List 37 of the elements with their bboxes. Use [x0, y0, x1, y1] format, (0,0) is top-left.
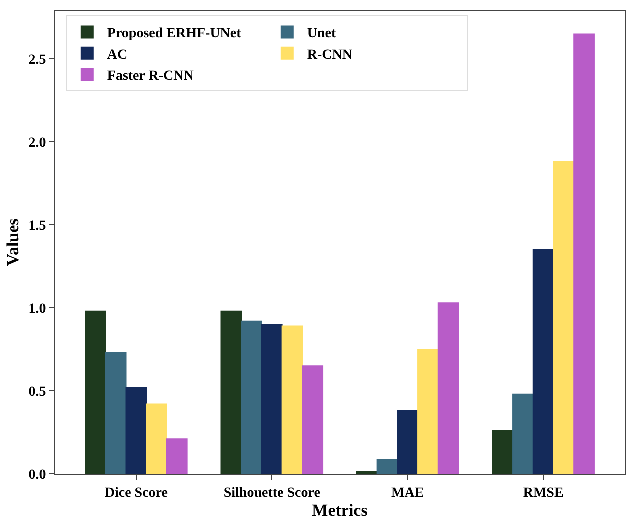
y-tick-label: 0.0: [28, 468, 46, 483]
bar: [418, 349, 439, 474]
y-tick-label: 0.5: [28, 384, 46, 400]
bar: [492, 430, 514, 474]
y-tick-label: 2.0: [28, 136, 46, 151]
bar: [282, 326, 304, 474]
bar: [146, 404, 168, 474]
x-tick-label: RMSE: [523, 486, 564, 501]
legend-label: R-CNN: [307, 48, 353, 63]
bar: [397, 410, 419, 474]
bar: [220, 310, 242, 474]
bar: [105, 352, 127, 474]
x-tick-label: Dice Score: [104, 486, 168, 501]
bar: [438, 302, 460, 474]
bar: [553, 162, 575, 474]
bar: [356, 471, 378, 474]
bar: [126, 387, 148, 474]
bar: [85, 310, 106, 474]
bar: [166, 438, 188, 474]
x-tick-label: Silhouette Score: [224, 486, 320, 501]
bar: [532, 249, 554, 474]
bar: [302, 366, 324, 474]
x-axis-title: Metrics: [312, 500, 368, 520]
legend-label: Proposed ERHF-UNet: [107, 26, 242, 42]
y-tick-label: 1.0: [28, 302, 46, 317]
bar: [376, 459, 398, 474]
legend-label: Faster R-CNN: [107, 69, 194, 84]
y-axis-title: Values: [3, 218, 22, 266]
y-tick-label: 2.5: [28, 53, 46, 68]
y-tick-label: 1.5: [28, 218, 46, 234]
bar: [574, 34, 595, 474]
bar: [512, 394, 534, 474]
legend-label: AC: [107, 48, 128, 63]
legend-label: Unet: [307, 26, 337, 42]
bar: [261, 324, 283, 474]
x-tick-label: MAE: [392, 486, 424, 501]
bar: [241, 320, 262, 474]
